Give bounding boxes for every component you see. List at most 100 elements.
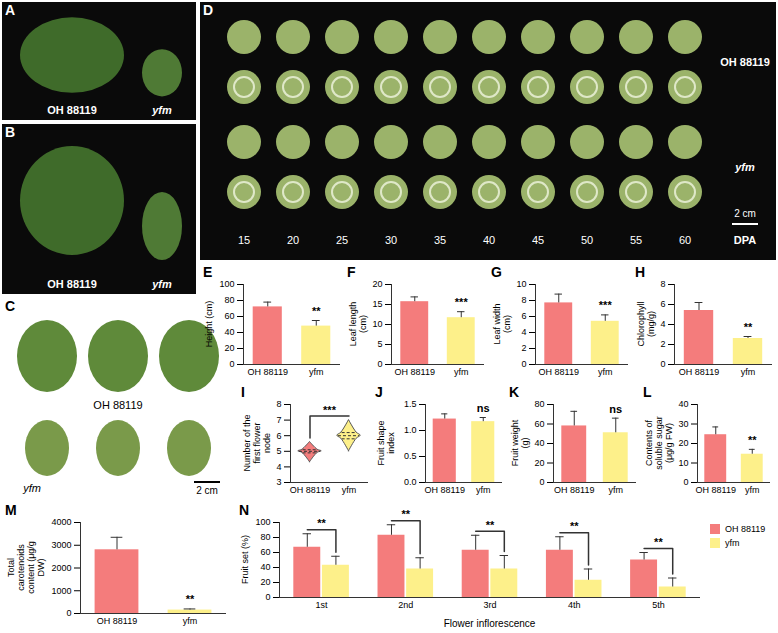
svg-text:40: 40	[260, 562, 270, 572]
svg-text:5th: 5th	[652, 600, 665, 610]
svg-text:6: 6	[276, 431, 281, 441]
svg-text:0.0: 0.0	[404, 477, 417, 487]
svg-text:yfm: yfm	[609, 485, 624, 495]
svg-text:OH 88119: OH 88119	[47, 104, 97, 116]
svg-text:**: **	[744, 321, 753, 333]
svg-text:5: 5	[276, 446, 281, 456]
svg-text:2: 2	[521, 343, 526, 353]
svg-text:30: 30	[678, 419, 688, 429]
svg-text:20: 20	[260, 577, 270, 587]
svg-text:1.0: 1.0	[404, 425, 417, 435]
svg-text:**: **	[312, 305, 321, 317]
svg-text:Leaf length: Leaf length	[348, 302, 358, 347]
svg-text:40: 40	[678, 399, 688, 409]
svg-text:OH 88119: OH 88119	[47, 278, 97, 290]
svg-text:Flower inflorescence: Flower inflorescence	[444, 618, 536, 629]
svg-text:**: **	[570, 520, 579, 532]
svg-text:**: **	[186, 593, 195, 605]
svg-text:OH 88119: OH 88119	[290, 485, 330, 495]
svg-text:yfm: yfm	[598, 367, 613, 377]
svg-text:4: 4	[276, 462, 281, 472]
svg-text:5: 5	[377, 339, 382, 349]
svg-text:(g): (g)	[520, 437, 530, 448]
svg-text:0: 0	[660, 359, 665, 369]
svg-text:20: 20	[287, 234, 299, 246]
svg-text:60: 60	[224, 311, 234, 321]
svg-text:4: 4	[660, 319, 665, 329]
svg-text:***: ***	[323, 404, 337, 416]
svg-text:0: 0	[377, 359, 382, 369]
svg-text:DPA: DPA	[734, 234, 756, 246]
svg-text:carotenoids: carotenoids	[16, 544, 26, 591]
svg-text:100: 100	[255, 517, 270, 527]
svg-text:Fruit set (%): Fruit set (%)	[240, 535, 250, 584]
svg-text:yfm: yfm	[151, 104, 172, 116]
svg-text:***: ***	[455, 296, 469, 308]
svg-text:15: 15	[372, 299, 382, 309]
svg-text:100: 100	[219, 279, 234, 289]
svg-text:yfm: yfm	[309, 367, 324, 377]
svg-text:55: 55	[630, 234, 642, 246]
svg-text:60: 60	[679, 234, 691, 246]
svg-text:25: 25	[336, 234, 348, 246]
svg-text:yfm: yfm	[151, 278, 172, 290]
svg-text:2000: 2000	[51, 563, 71, 573]
svg-text:10: 10	[372, 319, 382, 329]
svg-text:1st: 1st	[316, 600, 329, 610]
svg-text:4th: 4th	[568, 600, 581, 610]
svg-text:OH 88119: OH 88119	[720, 56, 770, 68]
svg-text:30: 30	[385, 234, 397, 246]
svg-text:Height (cm): Height (cm)	[204, 301, 214, 348]
svg-text:35: 35	[434, 234, 446, 246]
svg-text:3000: 3000	[51, 540, 71, 550]
svg-text:soluble sugar: soluble sugar	[654, 416, 664, 470]
svg-text:OH 88119: OH 88119	[696, 485, 736, 495]
svg-text:2: 2	[660, 339, 665, 349]
svg-text:node: node	[262, 433, 272, 453]
svg-text:yfm: yfm	[476, 485, 491, 495]
svg-text:2nd: 2nd	[398, 600, 413, 610]
svg-text:4000: 4000	[51, 517, 71, 527]
svg-text:1.5: 1.5	[404, 399, 417, 409]
svg-text:**: **	[317, 517, 326, 529]
svg-text:8: 8	[521, 295, 526, 305]
svg-text:15: 15	[238, 234, 250, 246]
svg-text:Contents of: Contents of	[644, 419, 654, 466]
svg-text:60: 60	[534, 419, 544, 429]
svg-text:**: **	[402, 508, 411, 520]
svg-text:(cm): (cm)	[502, 315, 512, 333]
svg-text:8: 8	[660, 279, 665, 289]
svg-text:3rd: 3rd	[483, 600, 496, 610]
svg-text:4: 4	[521, 327, 526, 337]
svg-text:0: 0	[683, 477, 688, 487]
svg-text:0: 0	[521, 359, 526, 369]
svg-text:20: 20	[534, 458, 544, 468]
svg-text:OH 88119: OH 88119	[97, 616, 137, 626]
svg-text:**: **	[486, 519, 495, 531]
svg-text:OH 88119: OH 88119	[539, 367, 579, 377]
svg-text:6: 6	[660, 299, 665, 309]
svg-text:yfm: yfm	[741, 367, 756, 377]
svg-text:0: 0	[229, 359, 234, 369]
svg-text:OH 88119: OH 88119	[679, 367, 719, 377]
svg-text:40: 40	[483, 234, 495, 246]
svg-text:OH 88119: OH 88119	[248, 367, 288, 377]
svg-text:OH 88119: OH 88119	[93, 399, 142, 411]
svg-text:7: 7	[276, 415, 281, 425]
svg-text:80: 80	[534, 399, 544, 409]
svg-text:8: 8	[276, 399, 281, 409]
svg-text:3: 3	[276, 477, 281, 487]
svg-text:ns: ns	[609, 403, 622, 415]
svg-text:yfm: yfm	[454, 367, 469, 377]
svg-text:2 cm: 2 cm	[734, 208, 756, 219]
svg-text:20: 20	[372, 279, 382, 289]
svg-text:yfm: yfm	[342, 485, 357, 495]
svg-text:1000: 1000	[51, 586, 71, 596]
svg-text:0: 0	[539, 477, 544, 487]
svg-text:Leaf width: Leaf width	[492, 303, 502, 344]
svg-text:10: 10	[516, 279, 526, 289]
svg-text:40: 40	[224, 327, 234, 337]
svg-text:first flower: first flower	[252, 422, 262, 463]
svg-text:Fruit shape: Fruit shape	[376, 420, 386, 465]
svg-text:content (μg/g: content (μg/g	[26, 541, 36, 594]
